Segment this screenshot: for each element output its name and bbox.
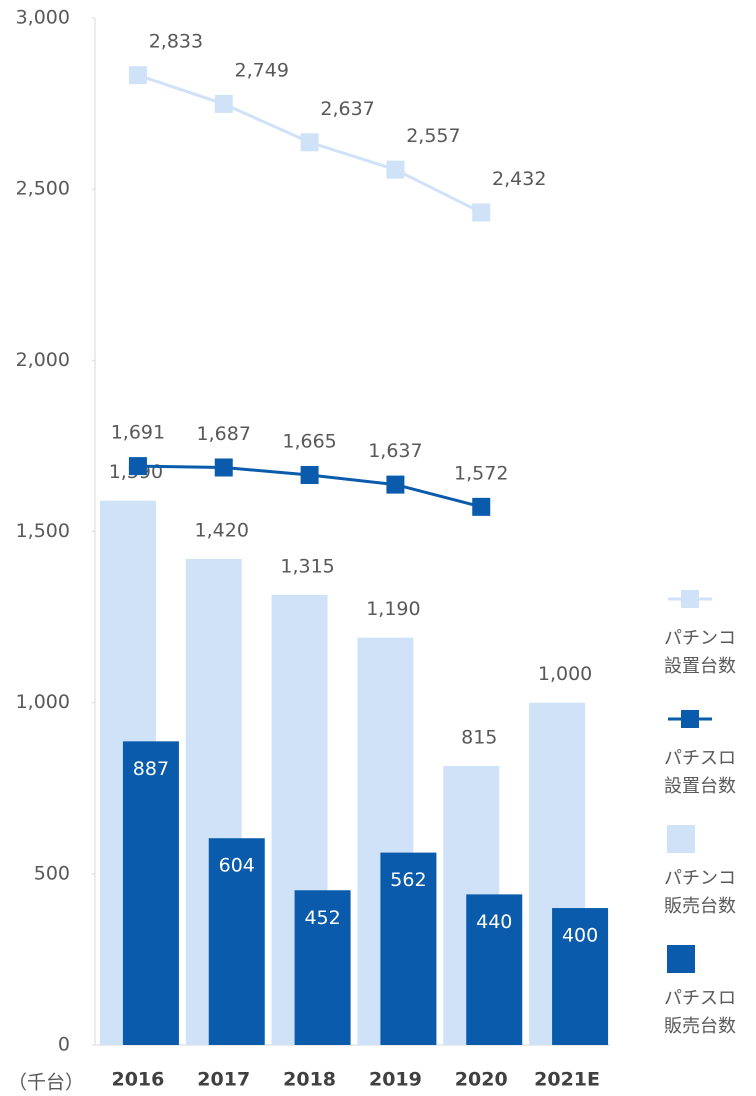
legend-icon: [667, 825, 695, 853]
bar-value-label: 815: [461, 726, 497, 748]
legend-item: パチスロ設置台数: [664, 705, 754, 801]
bar: [552, 908, 609, 1045]
legend-swatch: [667, 825, 695, 853]
line-value-label: 1,637: [368, 440, 422, 462]
bar-value-label: 562: [390, 869, 426, 891]
line-marker: [128, 66, 147, 85]
legend-swatch: [667, 945, 695, 973]
legend-marker: [681, 710, 699, 728]
x-tick-label: 2016: [111, 1069, 164, 1091]
bar: [466, 894, 523, 1045]
y-tick-label: 2,000: [16, 349, 70, 371]
line-marker: [300, 466, 319, 485]
line-value-label: 1,687: [197, 423, 251, 445]
line-marker: [472, 497, 491, 516]
legend-label: パチスロ販売台数: [664, 988, 736, 1037]
bar-value-label: 604: [219, 855, 255, 877]
bar: [122, 741, 179, 1045]
line-marker: [300, 133, 319, 152]
legend-label: パチスロ設置台数: [664, 748, 736, 797]
line-marker: [128, 457, 147, 476]
y-tick-label: 500: [34, 862, 70, 884]
lines: 2,833 2,749 2,637 2,557 2,432 1,691 1,687 1,665…: [111, 31, 546, 516]
bar-value-label: 440: [476, 911, 512, 933]
line-marker: [386, 475, 405, 494]
bar: [294, 890, 351, 1045]
line-marker: [386, 160, 405, 179]
legend-icon: [668, 590, 712, 608]
x-tick-label: 2020: [455, 1069, 508, 1091]
x-tick-label: 2019: [369, 1069, 422, 1091]
unit-label: （千台）: [8, 1072, 84, 1094]
y-tick-label: 0: [58, 1034, 70, 1056]
y-tick-label: 1,000: [16, 691, 70, 713]
line-value-label: 2,557: [406, 125, 460, 147]
line-value-label: 1,572: [454, 462, 508, 484]
bar-value-label: 1,000: [538, 663, 592, 685]
y-tick-label: 3,000: [16, 7, 70, 29]
legend-item: パチスロ販売台数: [664, 945, 754, 1041]
bar-value-label: 1,315: [280, 555, 334, 577]
legend-icon: [668, 710, 712, 728]
bar-value-label: 452: [304, 907, 340, 929]
line-marker: [472, 203, 491, 222]
line-value-label: 1,665: [282, 431, 336, 453]
x-tick-label: 2017: [197, 1069, 250, 1091]
x-tick-label: 2018: [283, 1069, 336, 1091]
line-value-label: 2,833: [149, 31, 203, 53]
line-value-label: 2,432: [492, 168, 546, 190]
bar: [208, 838, 265, 1045]
x-tick-label: 2021E: [534, 1069, 600, 1091]
y-tick-label: 1,500: [16, 520, 70, 542]
line-value-label: 2,637: [320, 98, 374, 120]
y-tick-label: 2,500: [16, 178, 70, 200]
bars: 1,5901,4201,3151,1908151,000887604452562…: [99, 461, 609, 1045]
legend-marker: [681, 590, 699, 608]
bar-value-label: 1,190: [366, 598, 420, 620]
bar-value-label: 1,420: [195, 519, 249, 541]
bar: [380, 852, 437, 1045]
legend-item: パチンコ販売台数: [664, 825, 754, 921]
line-marker: [214, 94, 233, 113]
line-marker: [214, 458, 233, 477]
line-value-label: 1,691: [111, 422, 165, 444]
legend-label: パチンコ販売台数: [664, 868, 736, 917]
legend-icon: [667, 945, 695, 973]
line-value-label: 2,749: [235, 59, 289, 81]
legend-label: パチンコ設置台数: [664, 628, 736, 677]
legend-item: パチンコ設置台数: [664, 585, 754, 681]
bar-value-label: 400: [562, 925, 598, 947]
bar-value-label: 887: [133, 758, 169, 780]
